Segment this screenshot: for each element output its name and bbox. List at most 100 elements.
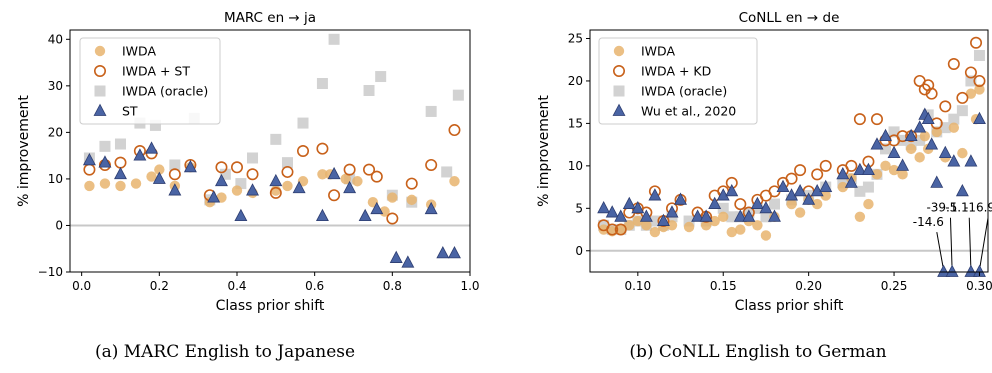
data-point (343, 163, 356, 176)
data-point (972, 264, 986, 277)
data-point (234, 208, 248, 222)
data-point (776, 179, 790, 192)
data-point (896, 158, 910, 171)
data-point (84, 180, 95, 192)
data-point (939, 122, 951, 134)
legend-box (598, 37, 758, 125)
data-point (973, 49, 985, 61)
data-point (897, 169, 908, 180)
data-point (699, 209, 713, 222)
data-point (957, 147, 968, 159)
data-point (614, 223, 627, 236)
data-point (452, 89, 464, 101)
data-point (888, 164, 900, 176)
data-point (921, 111, 935, 125)
data-point (215, 161, 228, 174)
data-point (742, 209, 756, 222)
data-point (930, 175, 944, 188)
data-point (913, 120, 927, 133)
y-tick-label: 10 (568, 159, 583, 173)
data-point (879, 128, 892, 142)
data-point (709, 215, 720, 227)
data-point (328, 189, 341, 202)
data-point (726, 211, 738, 223)
annotation-line (936, 232, 945, 271)
data-point (615, 224, 626, 235)
data-point (624, 220, 635, 231)
x-tick-label: 0.2 (150, 279, 169, 293)
data-point (340, 173, 351, 185)
data-point (114, 156, 127, 169)
data-point (317, 169, 328, 180)
data-point (363, 163, 376, 176)
data-point (735, 224, 746, 235)
data-point (683, 215, 695, 227)
data-point (674, 192, 687, 205)
data-point (820, 190, 831, 201)
data-point (793, 183, 807, 197)
data-point (363, 85, 375, 96)
data-point (282, 180, 293, 192)
data-point (925, 87, 938, 100)
annotation-line (968, 217, 972, 271)
data-point (606, 223, 619, 236)
x-axis-label: Class prior shift (735, 298, 844, 314)
data-point (133, 148, 147, 161)
data-point (327, 166, 341, 180)
data-point (358, 208, 372, 222)
data-point (811, 168, 824, 181)
y-tick-label: 15 (568, 116, 583, 130)
chart-panel-1: 0.0 0.2 0.4 0.6 0.8 1.0 −10 0 10 20 30 40 MARC en → … (16, 10, 480, 362)
x-tick-label: 0.30 (966, 279, 992, 293)
data-point (425, 158, 438, 171)
data-point (956, 91, 969, 104)
x-tick-label: 0.10 (624, 279, 651, 293)
legend-label: IWDA (oracle) (641, 84, 727, 99)
data-point (641, 220, 652, 231)
data-point (794, 207, 806, 218)
data-point (973, 74, 986, 87)
data-point (389, 250, 403, 263)
data-point (964, 154, 978, 167)
data-point (717, 202, 729, 214)
y-tick-label: 10 (48, 172, 63, 186)
data-point (708, 196, 722, 209)
data-point (370, 170, 383, 183)
data-point (656, 213, 670, 226)
data-point (115, 180, 126, 192)
data-point (152, 171, 166, 184)
y-tick-label: 5 (575, 201, 583, 215)
legend-marker (94, 85, 106, 97)
legend-label: IWDA (oracle) (122, 84, 208, 99)
data-point (269, 173, 283, 187)
data-point (965, 75, 977, 87)
data-point (449, 176, 460, 187)
data-point (315, 208, 329, 222)
data-point (750, 196, 764, 209)
data-point (861, 162, 875, 176)
data-point (853, 113, 866, 126)
data-point (974, 84, 985, 95)
data-point (904, 128, 918, 142)
data-point (726, 226, 737, 238)
data-point (947, 57, 960, 70)
legend-label: IWDA + ST (122, 64, 190, 79)
data-point (794, 164, 807, 177)
x-tick-label: 0.20 (795, 279, 822, 293)
data-point (887, 145, 901, 159)
data-point (970, 36, 983, 49)
legend: IWDA IWDA + KD IWDA (oracle) Wu et al., 202… (598, 37, 758, 125)
data-point (854, 211, 866, 223)
data-point (292, 180, 306, 194)
data-point (316, 78, 328, 90)
data-point (811, 198, 823, 210)
data-point (752, 220, 763, 231)
x-tick-label: 0.6 (305, 279, 324, 293)
data-point (154, 164, 165, 175)
data-point (854, 185, 866, 197)
data-point (785, 172, 798, 185)
legend: IWDA IWDA + ST IWDA (oracle) ST (79, 37, 221, 125)
plot-frame (69, 29, 471, 273)
data-point (871, 169, 883, 180)
